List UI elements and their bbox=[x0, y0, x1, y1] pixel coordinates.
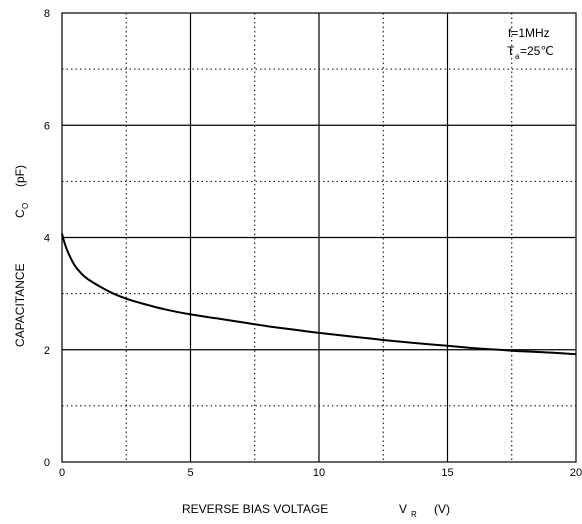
temp-value: =25℃ bbox=[520, 44, 554, 58]
frequency-annotation: f=1MHz bbox=[508, 26, 550, 40]
major-grid bbox=[62, 13, 576, 462]
x-axis-symbol: V bbox=[399, 502, 407, 516]
x-tick-label: 10 bbox=[313, 467, 325, 479]
y-axis-label: CAPACITANCE bbox=[13, 263, 27, 347]
x-tick-label: 20 bbox=[570, 467, 582, 479]
plot-frame bbox=[61, 12, 577, 463]
y-tick-label: 2 bbox=[44, 345, 50, 357]
x-tick-label: 15 bbox=[441, 467, 453, 479]
x-axis-unit: (V) bbox=[434, 502, 450, 516]
x-tick-labels: 0 5 10 15 20 bbox=[59, 467, 582, 479]
minor-grid bbox=[62, 13, 576, 462]
x-axis-label: REVERSE BIAS VOLTAGE bbox=[182, 502, 328, 516]
y-tick-label: 0 bbox=[44, 457, 50, 469]
temp-symbol: T bbox=[507, 44, 515, 58]
capacitance-curve bbox=[61, 233, 577, 356]
y-axis-symbol: C bbox=[13, 209, 27, 218]
x-tick-label: 0 bbox=[59, 467, 65, 479]
y-axis-subscript: O bbox=[21, 203, 30, 209]
temp-subscript: a bbox=[515, 52, 520, 61]
y-tick-label: 6 bbox=[44, 120, 50, 132]
y-tick-label: 4 bbox=[44, 233, 50, 245]
x-axis-subscript: R bbox=[411, 510, 417, 519]
y-axis-unit: (pF) bbox=[13, 165, 27, 187]
x-tick-label: 5 bbox=[187, 467, 193, 479]
y-tick-label: 8 bbox=[44, 8, 50, 20]
y-tick-labels: 0 2 4 6 8 bbox=[44, 8, 50, 469]
